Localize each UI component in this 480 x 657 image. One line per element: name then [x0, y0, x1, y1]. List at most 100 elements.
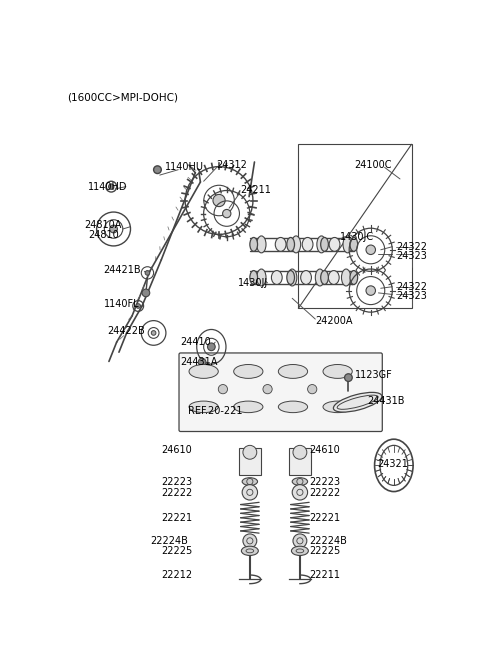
Text: 22223: 22223 — [309, 476, 340, 487]
Text: 24810: 24810 — [88, 230, 119, 240]
Ellipse shape — [234, 401, 263, 413]
Text: 24312: 24312 — [217, 160, 248, 170]
Text: (1600CC>MPI-DOHC): (1600CC>MPI-DOHC) — [67, 93, 179, 102]
Ellipse shape — [242, 478, 258, 486]
Circle shape — [366, 245, 375, 254]
Ellipse shape — [287, 271, 295, 284]
Bar — [289, 449, 311, 476]
Circle shape — [218, 384, 228, 394]
Ellipse shape — [328, 271, 339, 284]
Text: 24431A: 24431A — [180, 357, 218, 367]
Circle shape — [366, 286, 375, 296]
Ellipse shape — [321, 271, 328, 284]
Ellipse shape — [257, 269, 266, 286]
Text: 22221: 22221 — [161, 512, 192, 523]
Ellipse shape — [291, 546, 308, 555]
Circle shape — [154, 166, 161, 173]
Text: 24322: 24322 — [396, 242, 427, 252]
Text: 24431B: 24431B — [368, 396, 405, 406]
Text: 22223: 22223 — [161, 476, 192, 487]
Ellipse shape — [189, 365, 218, 378]
Ellipse shape — [288, 269, 297, 286]
Text: 22222: 22222 — [161, 488, 192, 498]
Ellipse shape — [350, 271, 358, 284]
Text: 24410: 24410 — [180, 337, 211, 347]
Bar — [239, 449, 261, 476]
Circle shape — [213, 194, 225, 206]
Ellipse shape — [302, 237, 313, 252]
Ellipse shape — [278, 401, 308, 413]
Ellipse shape — [292, 478, 308, 486]
Circle shape — [243, 445, 257, 459]
Text: 22211: 22211 — [309, 570, 340, 581]
Circle shape — [223, 210, 231, 217]
Ellipse shape — [271, 271, 282, 284]
Text: 22224B: 22224B — [309, 536, 347, 546]
Ellipse shape — [341, 269, 351, 286]
Text: 24810A: 24810A — [84, 220, 121, 230]
Text: 22212: 22212 — [161, 570, 192, 581]
Circle shape — [198, 358, 206, 366]
Circle shape — [136, 304, 141, 308]
Text: 1140FL: 1140FL — [104, 300, 139, 309]
Text: 22225: 22225 — [309, 546, 340, 556]
Circle shape — [151, 330, 156, 335]
Circle shape — [242, 485, 258, 500]
Circle shape — [108, 184, 114, 189]
Circle shape — [293, 534, 307, 548]
Text: 1140HD: 1140HD — [88, 181, 128, 192]
Text: 24211: 24211 — [240, 185, 271, 196]
Text: 24322: 24322 — [396, 282, 427, 292]
Circle shape — [292, 485, 308, 500]
Text: 1430JC: 1430JC — [340, 232, 374, 242]
Text: 1123GF: 1123GF — [355, 371, 393, 380]
Ellipse shape — [241, 546, 258, 555]
Ellipse shape — [334, 392, 382, 412]
Text: 22221: 22221 — [309, 512, 340, 523]
Ellipse shape — [287, 237, 295, 252]
Text: 24610: 24610 — [161, 445, 192, 455]
Text: 24610: 24610 — [309, 445, 340, 455]
Bar — [299, 145, 411, 308]
Ellipse shape — [317, 236, 326, 253]
Text: 24422B: 24422B — [108, 327, 145, 336]
Ellipse shape — [250, 237, 258, 252]
Ellipse shape — [321, 237, 328, 252]
Text: 1430JJ: 1430JJ — [238, 278, 268, 288]
Ellipse shape — [350, 237, 358, 252]
Text: 24100C: 24100C — [354, 160, 391, 170]
Text: 24321: 24321 — [377, 459, 408, 469]
Ellipse shape — [275, 237, 286, 252]
Text: 24200A: 24200A — [315, 317, 353, 327]
Ellipse shape — [189, 401, 218, 413]
Circle shape — [263, 384, 272, 394]
Text: 24323: 24323 — [396, 251, 427, 261]
Ellipse shape — [257, 236, 266, 253]
Circle shape — [110, 225, 118, 233]
Circle shape — [142, 289, 150, 297]
Ellipse shape — [343, 236, 352, 253]
Circle shape — [207, 343, 215, 351]
Ellipse shape — [323, 401, 352, 413]
Text: 22225: 22225 — [161, 546, 192, 556]
Circle shape — [293, 445, 307, 459]
Text: 22224B: 22224B — [150, 536, 188, 546]
Ellipse shape — [323, 365, 352, 378]
Ellipse shape — [329, 237, 340, 252]
Ellipse shape — [250, 271, 258, 284]
Ellipse shape — [300, 271, 312, 284]
Ellipse shape — [234, 365, 263, 378]
Circle shape — [345, 374, 352, 382]
Ellipse shape — [291, 236, 300, 253]
Ellipse shape — [278, 365, 308, 378]
Circle shape — [308, 384, 317, 394]
Text: 24421B: 24421B — [104, 265, 141, 275]
Circle shape — [243, 534, 257, 548]
Text: 24323: 24323 — [396, 291, 427, 301]
Text: REF.20-221: REF.20-221 — [188, 407, 243, 417]
FancyBboxPatch shape — [179, 353, 382, 432]
Text: 22222: 22222 — [309, 488, 340, 498]
Circle shape — [145, 271, 150, 275]
Ellipse shape — [315, 269, 324, 286]
Text: 1140HU: 1140HU — [165, 162, 204, 172]
